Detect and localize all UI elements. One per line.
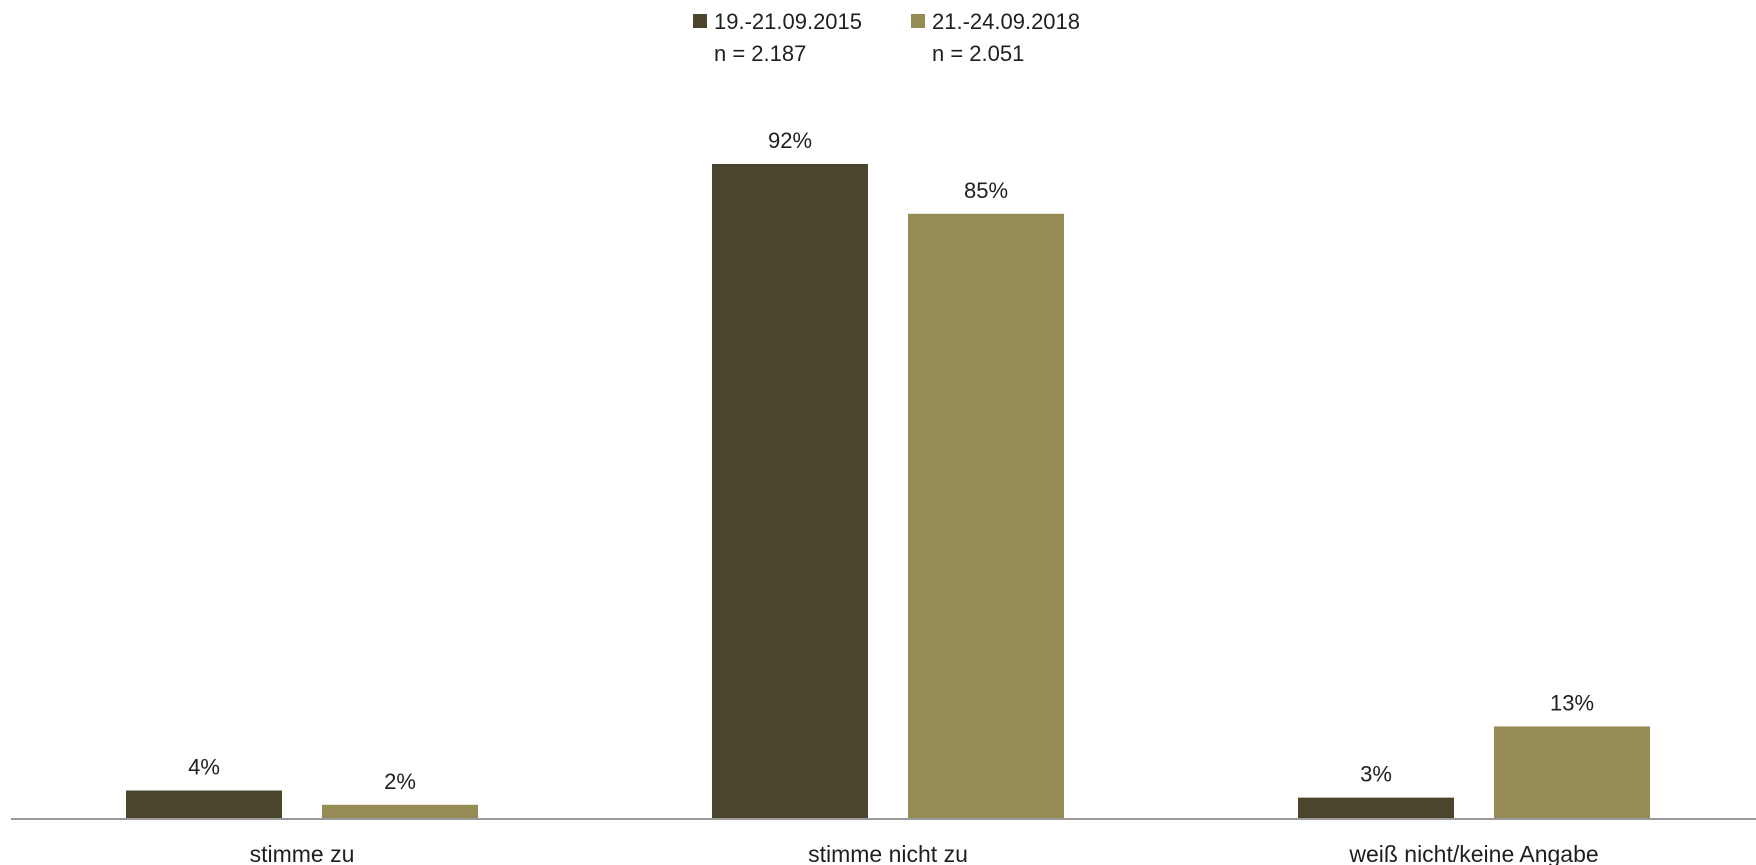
legend: 19.-21.09.2015 n = 2.187 21.-24.09.2018 … xyxy=(693,9,1080,66)
x-tick-label-stimme-zu: stimme zu xyxy=(250,841,355,865)
bar-stimme-nicht-zu-2015 xyxy=(712,163,868,819)
data-label-stimme-nicht-zu-2018: 85% xyxy=(964,178,1008,203)
bars-group xyxy=(126,163,1650,820)
data-label-stimme-nicht-zu-2015: 92% xyxy=(768,128,812,153)
data-label-stimme-zu-2018: 2% xyxy=(384,769,416,794)
bar-weiss-nicht-keine-angabe-2018 xyxy=(1494,726,1650,819)
data-label-weiss-nicht-keine-angabe-2018: 13% xyxy=(1550,690,1594,715)
value-labels-group: 4% 2% 92% 85% 3% 13% xyxy=(188,128,1594,794)
legend-swatch-2018 xyxy=(911,14,925,28)
data-label-weiss-nicht-keine-angabe-2015: 3% xyxy=(1360,762,1392,787)
bar-stimme-zu-2018 xyxy=(322,804,478,819)
x-axis-tick-labels: stimme zu stimme nicht zu weiß nicht/kei… xyxy=(250,841,1599,865)
legend-item-2015: 19.-21.09.2015 n = 2.187 xyxy=(693,9,862,66)
bar-stimme-nicht-zu-2018 xyxy=(908,213,1064,820)
x-tick-label-weiss-nicht-keine-angabe: weiß nicht/keine Angabe xyxy=(1348,841,1598,865)
legend-label-2015: 19.-21.09.2015 xyxy=(714,9,862,34)
legend-swatch-2015 xyxy=(693,14,707,28)
bar-stimme-zu-2015 xyxy=(126,790,282,819)
legend-sample-2018: n = 2.051 xyxy=(932,41,1024,66)
legend-item-2018: 21.-24.09.2018 n = 2.051 xyxy=(911,9,1080,66)
bar-weiss-nicht-keine-angabe-2015 xyxy=(1298,797,1454,819)
data-label-stimme-zu-2015: 4% xyxy=(188,755,220,780)
legend-sample-2015: n = 2.187 xyxy=(714,41,806,66)
x-tick-label-stimme-nicht-zu: stimme nicht zu xyxy=(808,841,968,865)
legend-label-2018: 21.-24.09.2018 xyxy=(932,9,1080,34)
